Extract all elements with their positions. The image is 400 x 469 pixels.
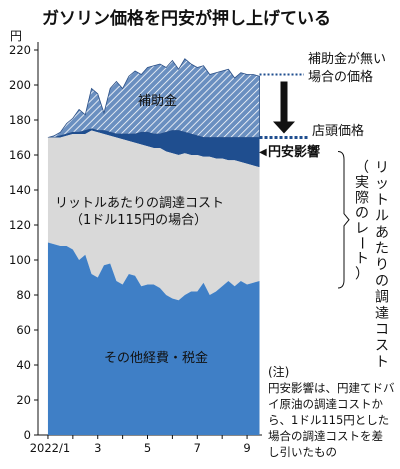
area-cost-115	[47, 130, 260, 301]
y-tick-label: 160	[9, 148, 31, 162]
y-tick-label: 120	[9, 218, 31, 232]
vertical-char: の	[375, 273, 389, 289]
vertical-char: 実	[355, 175, 369, 191]
note-line: し引いたもの	[268, 445, 337, 459]
no-subsidy-label-line2: 場合の価格	[308, 69, 373, 85]
cost-actual-vertical-label: リットルあたりの調達コスト	[375, 160, 389, 370]
area-other-costs	[47, 242, 260, 435]
y-tick-label: 80	[16, 288, 31, 302]
vertical-char: リ	[375, 160, 389, 176]
x-tick-label: 2022/1	[30, 441, 70, 455]
arrow-down-icon	[273, 121, 295, 134]
yen-effect-label: 円安影響	[268, 144, 320, 160]
y-tick-label: 100	[9, 253, 31, 267]
vertical-char: り	[375, 257, 389, 273]
vertical-char: ッ	[375, 176, 389, 192]
vertical-char: ト	[375, 354, 389, 370]
vertical-char: ）	[355, 266, 369, 282]
y-tick-label: 60	[16, 323, 31, 337]
vertical-char: あ	[375, 225, 389, 241]
vertical-char: 際	[355, 190, 369, 206]
vertical-char: レ	[355, 221, 369, 237]
subsidy-label: 補助金	[138, 93, 177, 109]
vertical-char: ル	[375, 209, 389, 225]
x-tick-label: 7	[194, 441, 201, 455]
note-head: (注)	[268, 364, 289, 379]
note-line: ら、1ドル115円とした	[268, 413, 389, 427]
chart-title: ガソリン価格を円安が押し上げている	[42, 8, 331, 29]
vertical-char: ト	[355, 251, 369, 267]
other-costs-label: その他経費・税金	[104, 350, 208, 366]
y-tick-label: 180	[9, 113, 31, 127]
y-tick-label: 220	[9, 43, 31, 57]
pump-price-label: 店頭価格	[312, 123, 364, 139]
yen-effect-marker: ◀	[259, 147, 267, 158]
y-axis-unit: 円	[10, 29, 22, 43]
vertical-char: 調	[375, 290, 389, 306]
arrow-shaft	[280, 81, 288, 124]
vertical-char: ト	[375, 192, 389, 208]
x-axis: 2022/1 3 5 7 9	[30, 434, 262, 455]
vertical-char: ス	[375, 338, 389, 354]
vertical-char: （	[355, 160, 369, 176]
bracket	[337, 151, 350, 289]
x-tick-label: 3	[94, 441, 101, 455]
x-tick-label: 5	[144, 441, 151, 455]
note-line: 場合の調達コストを差	[268, 429, 383, 443]
vertical-char: 達	[375, 306, 389, 322]
no-subsidy-label-line1: 補助金が無い	[308, 51, 386, 67]
note-line: イ原油の調達コストか	[268, 397, 383, 411]
vertical-char: た	[375, 241, 389, 257]
y-tick-label: 40	[16, 358, 31, 372]
note-text: 円安影響は、円建てドバイ原油の調達コストから、1ドル115円とした場合の調達コス…	[268, 381, 395, 459]
y-tick-label: 140	[9, 183, 31, 197]
vertical-char: の	[355, 206, 369, 222]
chart-areas	[47, 58, 260, 435]
y-tick-label: 0	[24, 428, 31, 442]
y-tick-label: 200	[9, 78, 31, 92]
vertical-char: コ	[375, 322, 389, 338]
x-tick-label: 9	[243, 441, 250, 455]
cost-115-label-line2: （1ドル115円の場合）	[70, 213, 207, 228]
reference-lines	[259, 73, 350, 289]
cost-115-label-line1: リットルあたりの調達コスト	[55, 196, 224, 211]
y-tick-label: 20	[16, 393, 31, 407]
vertical-char: ー	[353, 236, 369, 250]
y-axis: 0 20 40 60 80 100 120 140 160 180 200 220	[9, 42, 39, 442]
note-line: 円安影響は、円建てドバ	[268, 381, 395, 395]
